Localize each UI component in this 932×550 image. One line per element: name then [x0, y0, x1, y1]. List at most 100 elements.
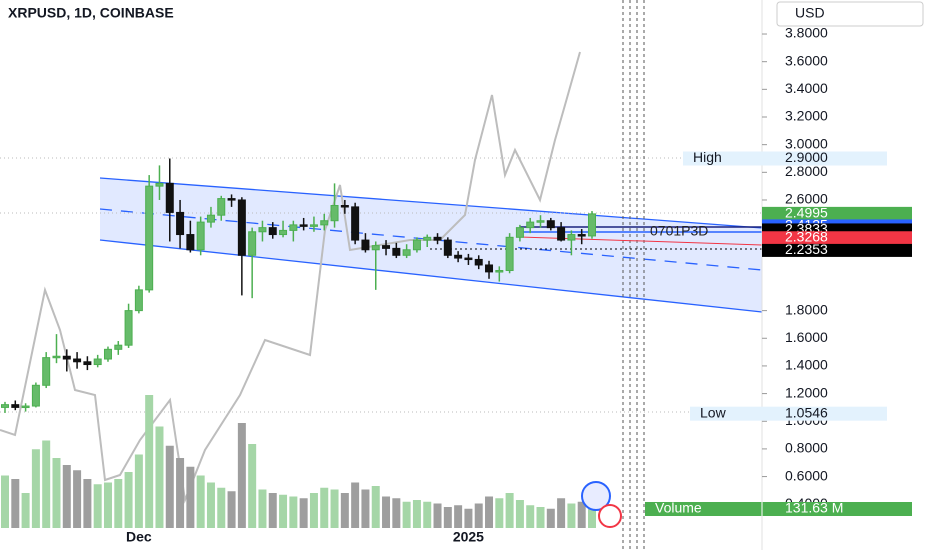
y-tick-label: 3.0000 [785, 135, 828, 151]
volume-bar [361, 489, 370, 528]
volume-bar [330, 489, 339, 528]
channel-bottom [99, 239, 763, 313]
candle-body [93, 358, 102, 366]
candle-body [52, 355, 61, 359]
volume-bar [124, 472, 133, 528]
candle-body [217, 198, 226, 216]
volume-pane [1, 395, 596, 528]
candle-body [402, 249, 411, 256]
candle-body [1, 404, 9, 408]
volume-bar [557, 498, 566, 528]
high-value-box [762, 151, 887, 166]
y-tick-label: 3.2000 [785, 108, 828, 124]
volume-bar [289, 496, 298, 528]
candle-body [423, 236, 432, 241]
candle-body [83, 361, 92, 366]
candle-body [268, 227, 277, 236]
candle-body [536, 220, 545, 223]
candle-body [526, 221, 535, 229]
candle-body [155, 182, 164, 187]
volume-bar [258, 489, 267, 528]
volume-bar [402, 501, 411, 528]
candle-body [73, 358, 82, 363]
low-value: 1.0546 [785, 404, 828, 420]
y-tick-label: 1.2000 [785, 384, 828, 400]
candle-body [21, 405, 30, 409]
volume-bar [42, 440, 51, 528]
candle-body [114, 344, 123, 350]
candle-body [577, 234, 586, 237]
price-axis: 3.8000 3.6000 3.4000 3.2000 3.0000 2.8000 2.60… [645, 25, 912, 516]
candle-body [546, 220, 555, 229]
channel-fill [100, 178, 762, 312]
volume-bar [62, 465, 71, 528]
x-tick-label: 2025 [453, 529, 484, 545]
volume-bar [165, 445, 174, 528]
candle-body [42, 357, 51, 386]
candle-body [464, 257, 473, 261]
candle-body [361, 239, 370, 251]
chart-title: XRPUSD, 1D, COINBASE [8, 5, 174, 21]
event-icon[interactable] [598, 504, 622, 528]
volume-bar [371, 486, 380, 528]
drawing-label: 0701P3D [650, 223, 708, 239]
low-value-box [762, 406, 887, 421]
candle-body [309, 224, 318, 227]
volume-bar [485, 496, 494, 528]
volume-bar [1, 475, 9, 528]
candle-body [237, 199, 246, 256]
price-tag-label: 2.4995 [785, 205, 828, 221]
volume-bar [454, 505, 463, 528]
y-tick-label: 2.8000 [785, 163, 828, 179]
volume-bar [206, 482, 215, 528]
candle-body [196, 221, 205, 251]
price-tag-label: 2.3268 [785, 228, 828, 244]
volume-bar [320, 487, 329, 528]
candle-body [176, 211, 185, 236]
candle-body [145, 185, 154, 291]
low-label-box [690, 406, 762, 421]
candle-body [557, 227, 566, 241]
volume-bar [73, 470, 82, 528]
candle-body [206, 214, 215, 223]
volume-bar [392, 498, 401, 528]
volume-bar [248, 444, 257, 528]
candle-body [279, 229, 288, 236]
candle-body [103, 348, 112, 360]
y-tick-label: 1.6000 [785, 329, 828, 345]
candle-body [515, 227, 524, 238]
high-label: High [693, 149, 722, 165]
candle-body [320, 220, 329, 226]
volume-bar [227, 491, 236, 528]
volume-bar [114, 479, 123, 528]
volume-bar [83, 479, 92, 528]
volume-bar [536, 507, 545, 528]
candle-body [289, 224, 298, 231]
compare-line [0, 51, 581, 504]
volume-bar [382, 496, 391, 528]
volume-bar [464, 508, 473, 528]
x-tick-label: Dec [126, 529, 152, 545]
volume-bar [237, 423, 246, 528]
candle-body [433, 236, 442, 241]
candle-body [227, 198, 236, 201]
event-icon[interactable] [581, 481, 611, 511]
candle-body [485, 264, 494, 273]
volume-bar [340, 493, 349, 528]
y-tick-label: 0.6000 [785, 467, 828, 483]
volume-bar [31, 449, 40, 528]
currency-box[interactable] [776, 1, 924, 27]
session-lines [622, 0, 645, 550]
volume-bar [299, 498, 308, 528]
candle-body [505, 236, 514, 272]
price-tag [762, 243, 912, 257]
candle-body [124, 310, 133, 346]
volume-bar [103, 482, 112, 528]
volume-bar [443, 507, 452, 528]
volume-bar [93, 484, 102, 528]
candle-body [165, 182, 174, 213]
candle-body [186, 234, 195, 251]
volume-bar [423, 501, 432, 528]
volume-bar [52, 458, 61, 528]
